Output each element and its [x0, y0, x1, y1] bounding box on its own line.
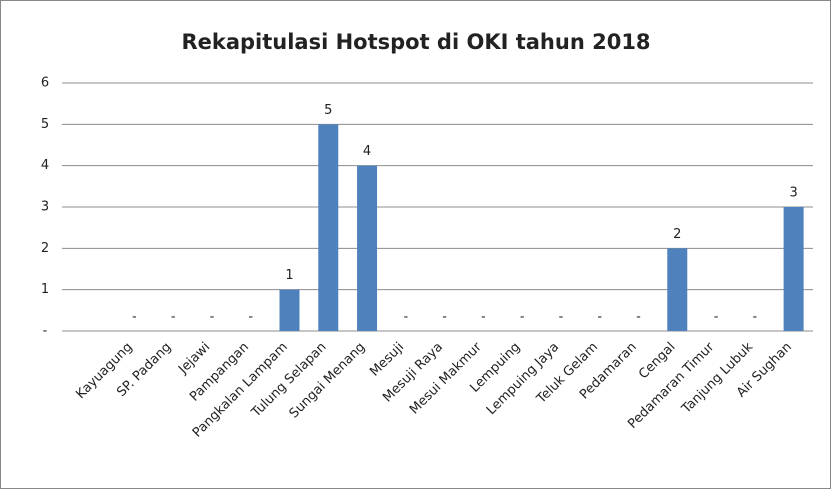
- y-tick-label: -: [43, 324, 48, 339]
- data-label: 5: [324, 103, 332, 118]
- y-tick-label: 5: [41, 117, 49, 132]
- data-label: -: [171, 310, 176, 325]
- y-tick-label: 4: [41, 158, 49, 173]
- y-tick-label: 3: [41, 200, 49, 215]
- data-label: -: [520, 310, 525, 325]
- data-label: 3: [789, 186, 797, 201]
- data-label: -: [597, 310, 602, 325]
- data-label: -: [132, 310, 137, 325]
- data-label: -: [481, 310, 486, 325]
- data-label: -: [636, 310, 641, 325]
- bar: [318, 124, 339, 331]
- y-tick-label: 2: [41, 241, 49, 256]
- chart-title: Rekapitulasi Hotspot di OKI tahun 2018: [181, 30, 650, 54]
- data-label: -: [559, 310, 564, 325]
- bar: [667, 248, 688, 331]
- data-label: -: [210, 310, 215, 325]
- data-label: -: [403, 310, 408, 325]
- data-label: -: [752, 310, 757, 325]
- y-tick-label: 6: [41, 76, 49, 91]
- data-label: -: [248, 310, 253, 325]
- data-label: 1: [285, 268, 293, 283]
- data-label: 4: [363, 144, 371, 159]
- data-label: 2: [673, 227, 681, 242]
- y-tick-label: 1: [41, 282, 49, 297]
- bar: [357, 165, 378, 331]
- data-label: -: [442, 310, 447, 325]
- bar: [783, 207, 804, 331]
- data-label: -: [714, 310, 719, 325]
- bar: [279, 289, 300, 331]
